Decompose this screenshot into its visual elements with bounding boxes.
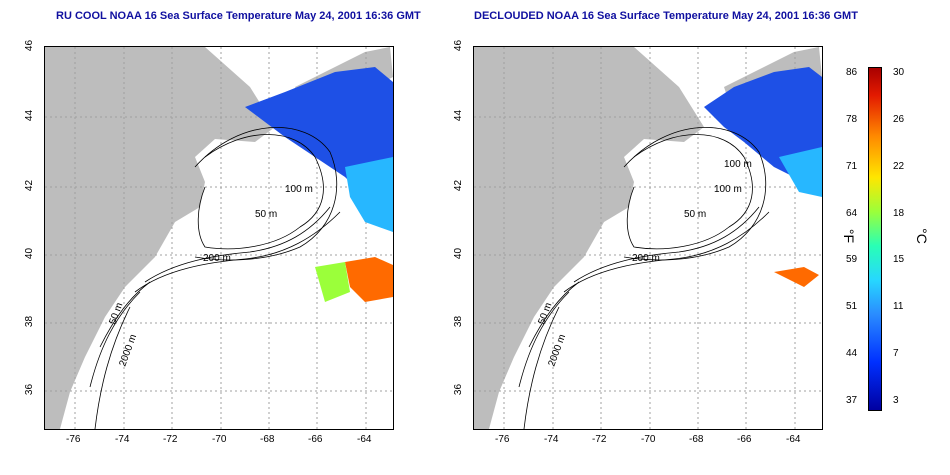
y-tick-label: 46 — [24, 39, 36, 52]
colorbar-f-label: 78 — [846, 113, 858, 125]
x-tick-label: -74 — [544, 434, 559, 445]
y-tick-label: 36 — [24, 383, 36, 396]
colorbar-c-label: 18 — [893, 207, 905, 219]
contour-label-50m: 50 m — [684, 209, 706, 220]
contour-label-100m-2: 100 m — [714, 184, 742, 195]
x-tick-label: -76 — [66, 434, 81, 445]
y-tick-label: 44 — [24, 109, 36, 122]
colorbar-f-label: 44 — [846, 348, 858, 360]
contour-label-2000m: 2000 m — [117, 333, 139, 368]
y-tick-label: 46 — [453, 39, 465, 52]
contour-label-50m: 50 m — [255, 209, 277, 220]
colorbar-f-label: 51 — [846, 301, 858, 313]
colorbar-f-label: 86 — [846, 67, 858, 78]
colorbar-c-label: 30 — [893, 67, 905, 78]
y-tick-label: 42 — [24, 179, 36, 192]
map-panel-left: 100 m 50 m 200 m 50 m 2000 m — [44, 46, 394, 430]
x-tick-label: -68 — [689, 434, 704, 445]
colorbar-f-label: 64 — [846, 207, 858, 219]
x-tick-label: -76 — [495, 434, 510, 445]
contour-label-200m: 200 m — [632, 253, 660, 264]
contour-label-200m: 200 m — [203, 253, 231, 264]
x-tick-label: -66 — [308, 434, 323, 445]
colorbar-c-label: 11 — [893, 301, 904, 313]
y-tick-label: 38 — [24, 315, 36, 328]
colorbar — [868, 67, 882, 411]
colorbar-c-label: 26 — [893, 113, 905, 125]
x-tick-label: -66 — [737, 434, 752, 445]
bathymetry-contours — [89, 127, 341, 429]
y-tick-label: 44 — [453, 109, 465, 122]
y-tick-label: 38 — [453, 315, 465, 328]
colorbar-c-label: 22 — [893, 160, 905, 172]
sst-cool-region — [779, 147, 822, 197]
title-right: DECLOUDED NOAA 16 Sea Surface Temperatur… — [474, 10, 858, 22]
title-left: RU COOL NOAA 16 Sea Surface Temperature … — [56, 10, 421, 22]
colorbar-f-label: 71 — [846, 160, 858, 172]
colorbar-c-label: 3 — [893, 394, 899, 406]
y-tick-label: 36 — [453, 383, 465, 396]
land-mass — [45, 47, 275, 429]
x-tick-label: -68 — [260, 434, 275, 445]
x-tick-label: -64 — [357, 434, 372, 445]
colorbar-f-label: 37 — [846, 394, 858, 406]
x-tick-label: -74 — [115, 434, 130, 445]
land-mass — [474, 47, 704, 429]
colorbar-c-label: 7 — [893, 348, 899, 360]
sst-cool-region — [345, 157, 393, 232]
contour-label-100m: 100 m — [285, 184, 313, 195]
y-tick-label: 40 — [453, 247, 465, 260]
y-tick-label: 40 — [24, 247, 36, 260]
unit-fahrenheit: °F — [841, 228, 858, 244]
sst-mixed-patch — [315, 262, 350, 302]
colorbar-c-label: 15 — [893, 254, 905, 266]
sst-warm-patch — [774, 267, 819, 287]
y-tick-label: 42 — [453, 179, 465, 192]
x-tick-label: -72 — [163, 434, 178, 445]
x-tick-label: -72 — [592, 434, 607, 445]
sst-warm-patch — [345, 257, 393, 302]
x-tick-label: -70 — [641, 434, 656, 445]
x-tick-label: -64 — [786, 434, 801, 445]
contour-label-100m: 100 m — [724, 159, 752, 170]
bathymetry-contours — [518, 127, 770, 429]
x-tick-label: -70 — [212, 434, 227, 445]
contour-label-2000m: 2000 m — [546, 333, 568, 368]
map-panel-right: 100 m 100 m 50 m 200 m 50 m 2000 m — [473, 46, 823, 430]
colorbar-f-label: 59 — [846, 254, 858, 266]
unit-celsius: °C — [913, 228, 930, 244]
